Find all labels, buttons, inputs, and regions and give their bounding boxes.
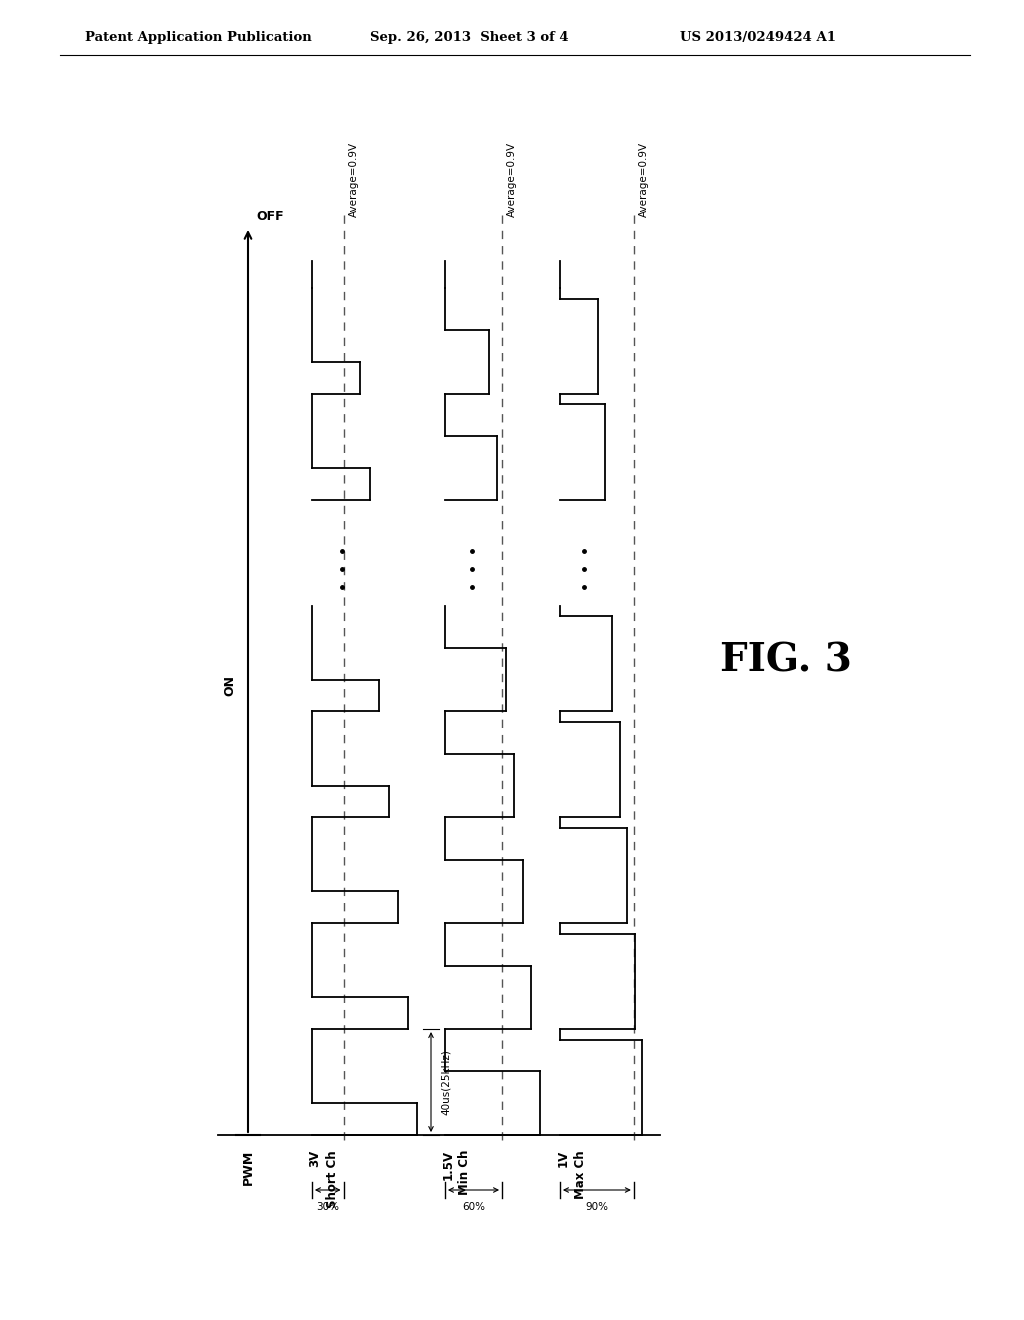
- Text: PWM: PWM: [242, 1150, 255, 1185]
- Text: 90%: 90%: [586, 1203, 608, 1212]
- Text: Min Ch: Min Ch: [459, 1150, 471, 1196]
- Text: 1.5V: 1.5V: [441, 1150, 455, 1180]
- Text: Sep. 26, 2013  Sheet 3 of 4: Sep. 26, 2013 Sheet 3 of 4: [370, 30, 568, 44]
- Text: 60%: 60%: [462, 1203, 485, 1212]
- Text: Patent Application Publication: Patent Application Publication: [85, 30, 311, 44]
- Text: ON: ON: [223, 675, 237, 696]
- Text: Average=0.9V: Average=0.9V: [348, 141, 358, 216]
- Text: Average=0.9V: Average=0.9V: [507, 141, 517, 216]
- Text: 1V: 1V: [556, 1150, 569, 1167]
- Text: 40us(25kHz): 40us(25kHz): [441, 1049, 451, 1115]
- Text: 30%: 30%: [316, 1203, 339, 1212]
- Text: Short Ch: Short Ch: [326, 1150, 339, 1208]
- Text: Max Ch: Max Ch: [573, 1150, 587, 1199]
- Text: OFF: OFF: [256, 210, 284, 223]
- Text: 3V: 3V: [308, 1150, 322, 1167]
- Text: US 2013/0249424 A1: US 2013/0249424 A1: [680, 30, 836, 44]
- Text: FIG. 3: FIG. 3: [720, 642, 852, 678]
- Text: Average=0.9V: Average=0.9V: [639, 141, 649, 216]
